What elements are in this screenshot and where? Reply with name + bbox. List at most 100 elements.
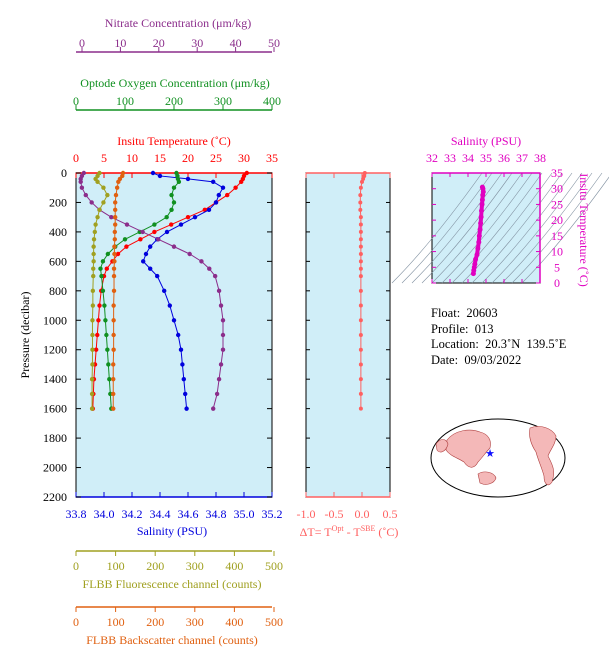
delta-t-plot-area — [305, 172, 391, 498]
pressure-tick-label: 1600 — [43, 402, 67, 416]
ts-isopycnal — [441, 172, 533, 284]
salinity-tick-label: 34.6 — [178, 507, 199, 521]
flbb-backscatter-channel-point — [113, 222, 118, 227]
insitu-temperature-point — [239, 179, 244, 185]
insitu-temperature-point — [152, 229, 157, 235]
flbb-fluorescence-channel-point — [93, 222, 98, 227]
delta-t-point — [358, 229, 363, 234]
flbb-backscatter-channel-point — [114, 185, 120, 190]
fluorescence-tick-label: 400 — [225, 559, 243, 573]
ts-isopycnal — [421, 172, 513, 284]
ts-point — [474, 252, 480, 258]
salinity-tick-label: 35.0 — [234, 507, 255, 521]
salinity-tick-label: 34.2 — [122, 507, 143, 521]
oxygen-axis-title: Optode Oxygen Concentration (μm/kg) — [80, 76, 269, 90]
nitrate-tick-label: 50 — [268, 36, 280, 50]
delta-t-point — [358, 259, 363, 264]
optode-oxygen-concentration-point — [100, 259, 106, 264]
oxygen-tick-label: 100 — [116, 94, 134, 108]
delta-t-point — [358, 244, 363, 249]
nitrate-tick-label: 40 — [230, 36, 242, 50]
ts-temperature-tick-label: 15 — [551, 229, 563, 243]
delta-t-point — [358, 406, 363, 411]
pressure-tick-label: 200 — [49, 195, 67, 209]
oxygen-tick-label: 200 — [165, 94, 183, 108]
ts-point — [479, 197, 485, 203]
backscatter-tick-label: 100 — [107, 615, 125, 629]
nitrate-concentration-point — [156, 237, 161, 242]
flbb-backscatter-channel-point — [111, 391, 116, 397]
ts-salinity-tick-label: 37 — [516, 151, 528, 165]
pressure-tick-label: 600 — [49, 254, 67, 268]
pressure-axis-title: Pressure (decibar) — [18, 292, 32, 379]
ts-isopycnal — [431, 172, 523, 284]
insitu-temperature-point — [169, 222, 174, 227]
flbb-fluorescence-channel-point — [90, 303, 96, 308]
salinity-point — [148, 244, 153, 249]
ts-temperature-tick-label: 10 — [551, 245, 563, 259]
delta-t-axis-title: ΔT= TOpt - TSBE (˚C) — [300, 524, 399, 539]
tick-marks — [75, 47, 541, 612]
delta-t-point — [358, 200, 363, 205]
flbb-backscatter-channel-point — [113, 214, 118, 220]
salinity-tick-label: 34.4 — [150, 507, 171, 521]
ts-point — [476, 233, 482, 239]
flbb-backscatter-channel-point — [112, 259, 117, 264]
flbb-fluorescence-channel-point — [91, 237, 97, 242]
ts-point — [473, 256, 479, 262]
flbb-backscatter-channel-point — [112, 229, 118, 235]
insitu-temperature-point — [115, 251, 121, 257]
oxygen-tick-label: 400 — [263, 94, 281, 108]
flbb-backscatter-channel-point — [111, 273, 117, 279]
insitu-temperature-point — [93, 347, 99, 352]
pressure-tick-label: 800 — [49, 284, 67, 298]
map-land-americas — [529, 426, 557, 486]
backscatter-axis-title: FLBB Backscatter channel (counts) — [86, 633, 258, 647]
flbb-fluorescence-channel-point — [91, 259, 96, 264]
salinity-point — [180, 362, 185, 367]
float-location-icon: ★ — [485, 448, 495, 460]
nitrate-tick-label: 30 — [191, 36, 203, 50]
salinity-point — [192, 214, 198, 220]
insitu-temperature-point — [244, 170, 249, 176]
delta-t-point — [358, 303, 363, 308]
optode-oxygen-concentration-point — [104, 332, 109, 338]
nitrate-concentration-point — [216, 288, 222, 294]
ts-temperature-tick-label: 0 — [554, 276, 560, 290]
temperature-tick-label: 25 — [210, 151, 222, 165]
float-id: Float: 20603 — [431, 306, 498, 320]
pressure-tick-label: 1200 — [43, 343, 67, 357]
optode-oxygen-concentration-point — [169, 192, 174, 198]
flbb-fluorescence-channel-point — [90, 288, 96, 294]
temperature-axis-title: Insitu Temperature (˚C) — [117, 134, 231, 148]
flbb-backscatter-channel-point — [111, 362, 116, 367]
nitrate-concentration-point — [220, 347, 226, 352]
nitrate-concentration-point — [214, 391, 220, 397]
backscatter-tick-label: 200 — [146, 615, 164, 629]
ts-point — [476, 239, 482, 245]
flbb-backscatter-channel-point — [116, 179, 121, 185]
ts-point — [472, 261, 478, 267]
salinity-point — [162, 288, 167, 294]
nitrate-concentration-point — [89, 200, 94, 205]
salinity-point — [220, 185, 226, 190]
ts-isopycnal — [491, 172, 583, 284]
delta-t-point — [358, 274, 363, 279]
backscatter-tick-label: 300 — [186, 615, 204, 629]
optode-oxygen-concentration-point — [107, 376, 112, 382]
pressure-tick-label: 0 — [61, 166, 67, 180]
temperature-tick-label: 20 — [182, 151, 194, 165]
temperature-tick-label: 30 — [238, 151, 250, 165]
ts-point — [479, 201, 485, 207]
insitu-temperature-point — [97, 303, 102, 308]
ts-temperature-tick-label: 20 — [551, 213, 563, 227]
ts-point — [479, 208, 484, 214]
ts-isopycnal — [521, 176, 609, 284]
flbb-fluorescence-channel-point — [90, 347, 95, 352]
nitrate-concentration-point — [220, 318, 226, 323]
optode-oxygen-concentration-point — [99, 273, 104, 279]
flbb-backscatter-channel-point — [111, 347, 116, 352]
flbb-fluorescence-channel-point — [95, 179, 100, 185]
profile-number: Profile: 013 — [431, 321, 494, 336]
